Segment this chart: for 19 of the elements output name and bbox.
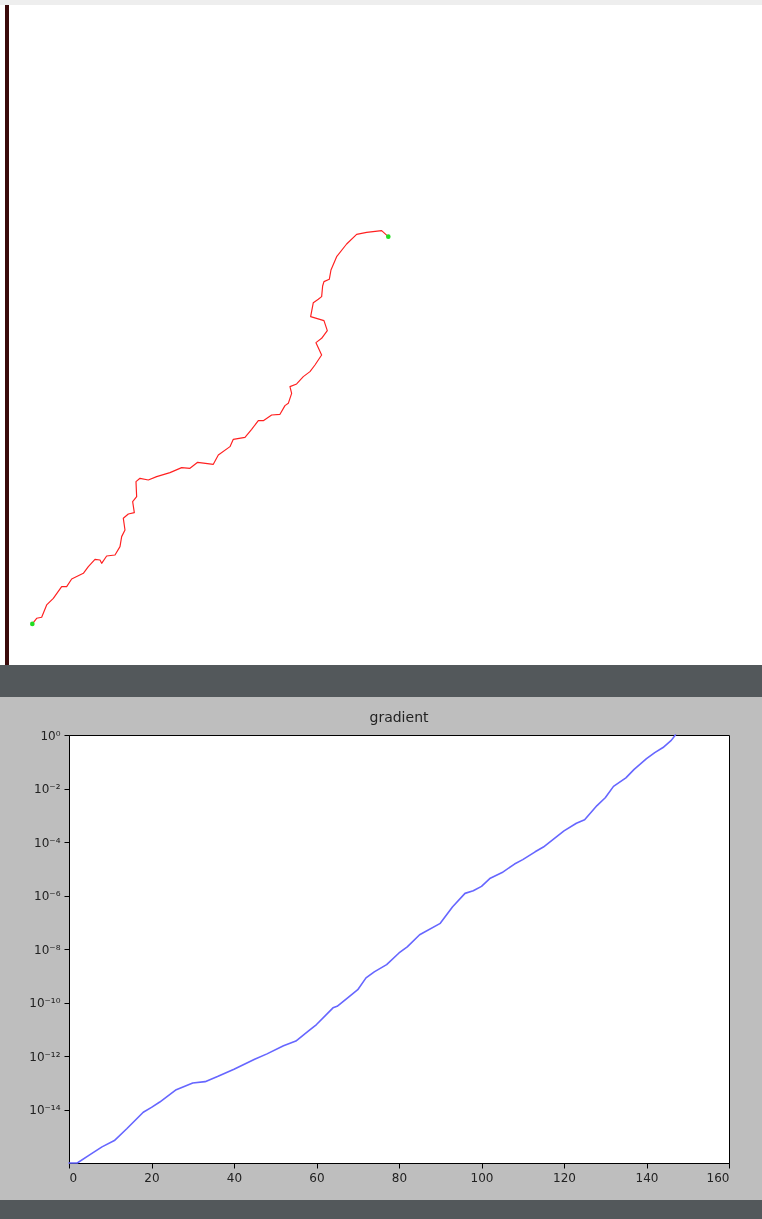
y-tick-label: 10⁻² [34,782,61,796]
x-tick-label: 120 [553,1170,576,1185]
x-tick-label: 140 [635,1170,659,1185]
x-tick-label: 0 [69,1170,78,1185]
x-tick-label: 40 [226,1170,243,1185]
y-tick-label: 10⁻¹⁴ [29,1103,61,1117]
x-tick-label: 80 [391,1170,408,1185]
y-tick-label: 10⁻⁸ [34,942,61,957]
y-tick-label: 10⁰ [40,728,61,743]
x-tick-label: 100 [470,1170,494,1185]
chart-title: gradient [369,709,429,725]
x-tick-label: 160 [706,1170,730,1185]
y-tick-label: 10⁻¹⁰ [29,996,61,1010]
x-tick-label: 20 [144,1170,160,1185]
y-tick-label: 10⁻⁶ [34,889,61,903]
line-series [68,734,677,1164]
y-tick-label: 10⁻⁴ [34,835,61,850]
x-tick-label: 60 [309,1170,325,1185]
y-tick-label: 10⁻¹² [29,1049,61,1064]
